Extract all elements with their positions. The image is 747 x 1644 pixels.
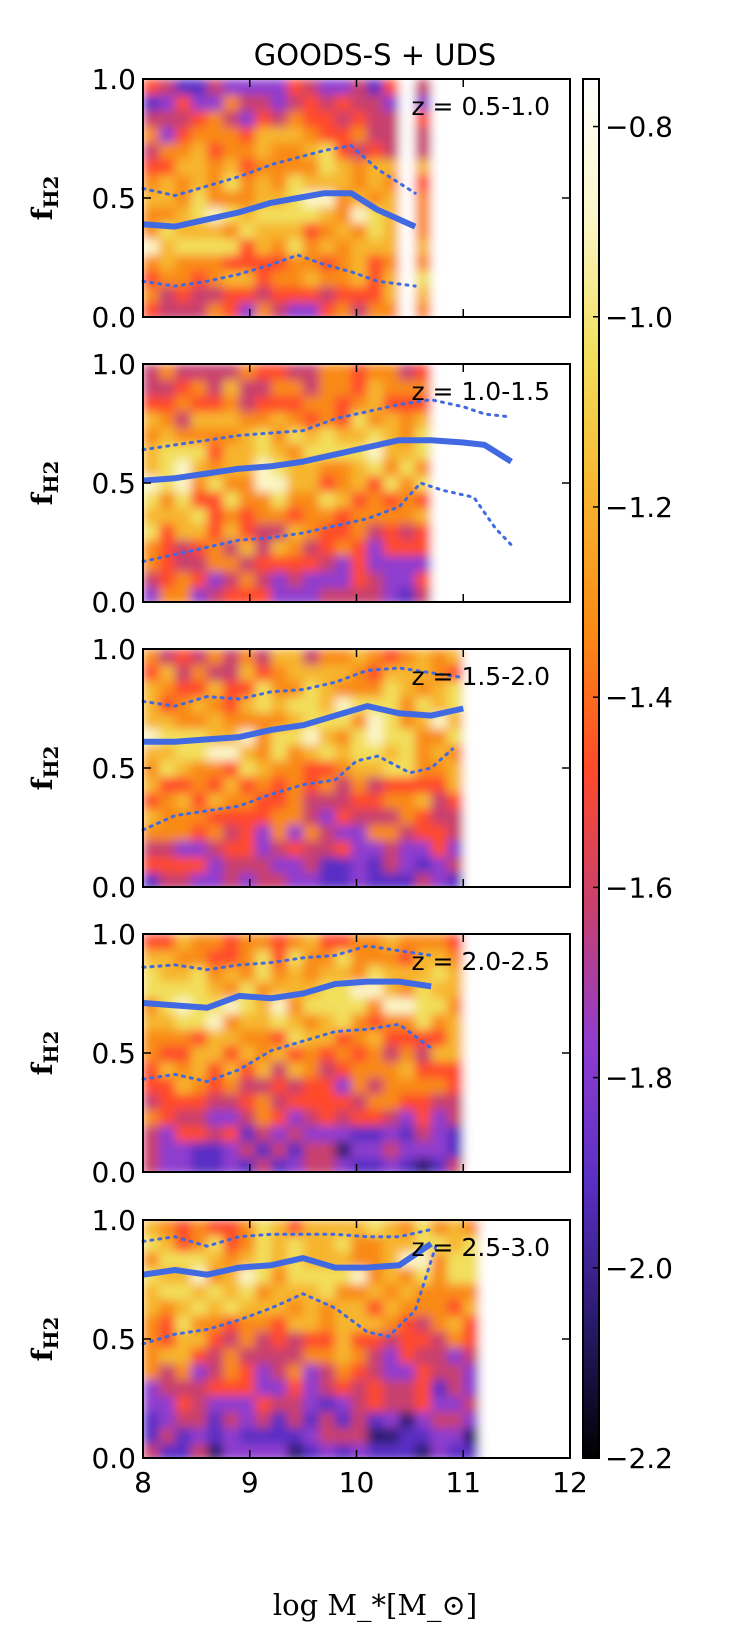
colorbar-tick-label: −1.6	[605, 871, 673, 904]
x-tick-label: 12	[552, 1466, 588, 1499]
panel-5: 0.0 0.5 1.0 fH2 z = 2.5-3.0 8 9 10 11 12	[26, 1204, 588, 1499]
y-tick-label: 0.5	[91, 752, 136, 785]
heatmap-5	[143, 1220, 544, 1458]
x-tick-label: 10	[339, 1466, 375, 1499]
colorbar-tick-label: −0.8	[605, 111, 673, 144]
percentile-line-2-3	[141, 481, 513, 563]
panels: 0.0 0.5 1.0 fH2 z = 0.5-1.0 0.0 0.5 1.0 fH2 z = 1…	[26, 63, 588, 1499]
y-tick-label: 0.0	[91, 586, 136, 619]
y-tick-label: 0.0	[91, 1442, 136, 1475]
y-tick-label: 0.0	[91, 1156, 136, 1189]
colorbar-tick-label: −2.0	[605, 1252, 673, 1285]
panel-1: 0.0 0.5 1.0 fH2 z = 0.5-1.0	[26, 63, 571, 334]
percentile-line-5-2	[141, 1228, 433, 1248]
y-axis-label: fH2	[26, 176, 63, 221]
colorbar-tick-label: −2.2	[605, 1442, 673, 1475]
y-tick-label: 0.5	[91, 467, 136, 500]
percentile-line-3-2	[141, 666, 465, 708]
percentile-line-1-2	[141, 143, 417, 198]
median-line-4-1	[142, 978, 432, 1011]
median-line-1-1	[142, 190, 417, 230]
y-tick-label: 0.5	[91, 1323, 136, 1356]
colorbar-tick-label: −1.0	[605, 301, 673, 334]
y-tick-label: 0.0	[91, 871, 136, 904]
heatmap-3	[143, 649, 528, 887]
x-tick-label: 11	[445, 1466, 481, 1499]
percentile-line-3-3	[141, 747, 455, 832]
median-line-2-1	[142, 437, 513, 484]
y-tick-label: 1.0	[91, 63, 136, 96]
heatmap-1	[143, 79, 480, 317]
heatmap-2	[143, 364, 528, 602]
colorbar: −0.8 −1.0 −1.2 −1.4 −1.6 −1.8 −2.0 −2.2	[582, 78, 673, 1475]
redshift-label: z = 2.0-2.5	[411, 947, 550, 976]
colorbar-tick-label: −1.2	[605, 491, 673, 524]
percentile-line-4-3	[141, 1022, 433, 1084]
redshift-label: z = 1.0-1.5	[411, 377, 550, 406]
x-axis-label: log M_*[M_⊙]	[272, 1588, 478, 1622]
colorbar-bar	[582, 78, 600, 1459]
y-axis-label: fH2	[26, 461, 63, 506]
panel-4: 0.0 0.5 1.0 fH2 z = 2.0-2.5	[26, 918, 571, 1189]
colorbar-tick-label: −1.4	[605, 681, 673, 714]
y-tick-label: 1.0	[91, 633, 136, 666]
chart-title: GOODS-S + UDS	[253, 38, 497, 72]
redshift-label: z = 2.5-3.0	[411, 1233, 550, 1262]
percentile-line-4-2	[141, 944, 433, 972]
median-line-5-1	[142, 1241, 433, 1278]
y-tick-label: 0.5	[91, 1037, 136, 1070]
y-axis-label: fH2	[26, 1317, 63, 1362]
percentile-line-1-3	[141, 253, 417, 288]
percentile-line-2-2	[141, 398, 508, 452]
panel-3: 0.0 0.5 1.0 fH2 z = 1.5-2.0	[26, 633, 571, 904]
y-axis-label: fH2	[26, 1031, 63, 1076]
redshift-label: z = 1.5-2.0	[411, 662, 550, 691]
heatmap-4	[143, 934, 512, 1172]
y-tick-label: 1.0	[91, 918, 136, 951]
y-tick-label: 1.0	[91, 348, 136, 381]
x-tick-label: 9	[241, 1466, 259, 1499]
y-axis-label: fH2	[26, 746, 63, 791]
y-tick-label: 0.0	[91, 301, 136, 334]
y-tick-label: 1.0	[91, 1204, 136, 1237]
y-tick-label: 0.5	[91, 182, 136, 215]
colorbar-tick-label: −1.8	[605, 1062, 673, 1095]
x-tick-label: 8	[134, 1466, 152, 1499]
percentile-line-5-3	[141, 1242, 439, 1346]
panel-2: 0.0 0.5 1.0 fH2 z = 1.0-1.5	[26, 348, 571, 619]
median-line-3-1	[143, 703, 464, 745]
redshift-label: z = 0.5-1.0	[411, 92, 550, 121]
